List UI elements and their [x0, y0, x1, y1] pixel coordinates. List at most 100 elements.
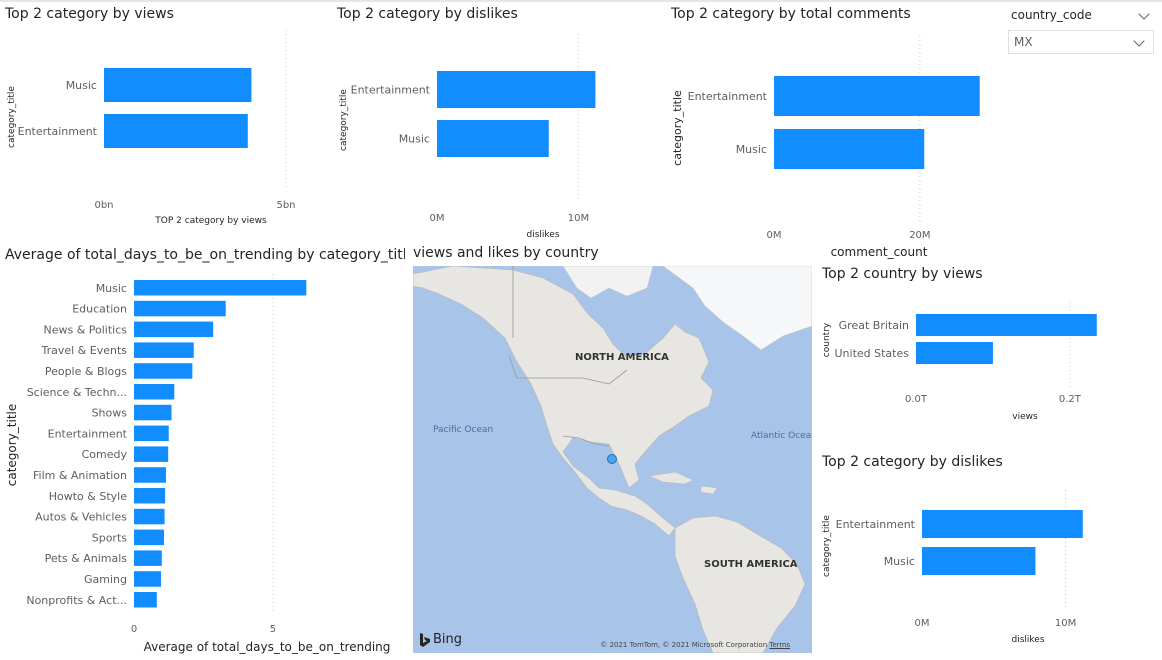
label-atlantic-ocean: Atlantic Ocean [751, 431, 812, 441]
x-axis-title: dislikes [526, 230, 559, 240]
chart-svg-views: Top 2 category by views Music Entertainmen… [4, 6, 296, 226]
category-label: Travel & Events [40, 344, 127, 357]
category-label: Music [96, 282, 127, 295]
bar-music[interactable] [437, 120, 549, 157]
map-copyright: © 2021 TomTom, © 2021 Microsoft Corporat… [600, 641, 790, 649]
tick-label: 0M [915, 618, 930, 629]
chart-title: Top 2 category by total comments [670, 6, 911, 22]
category-label: Entertainment [836, 518, 916, 531]
category-label: Gaming [84, 573, 127, 586]
south-america-land [674, 515, 806, 653]
bar-science-techn[interactable] [134, 384, 175, 400]
tick-label: 0 [131, 624, 137, 635]
slicer-dropdown[interactable]: MX [1008, 30, 1154, 54]
y-axis-title: category_title [671, 90, 684, 166]
category-label: Music [736, 143, 767, 156]
map-visual[interactable]: NORTH AMERICA SOUTH AMERICA Pacific Ocea… [413, 266, 812, 653]
category-label: People & Blogs [45, 365, 127, 378]
label-pacific-ocean: Pacific Ocean [433, 425, 493, 435]
tick-label: 0.2T [1059, 394, 1082, 405]
chart-top2-category-dislikes-2[interactable]: Top 2 category by dislikes Entertainment M… [818, 450, 1162, 650]
chart-average-trending-days[interactable]: Average of total_days_to_be_on_trending … [0, 240, 415, 656]
category-label: Entertainment [688, 90, 768, 103]
slicer-selected-value: MX [1014, 35, 1033, 49]
tick-label: 0M [767, 230, 782, 241]
chart-svg-comments: Top 2 category by total comments Entertai… [670, 6, 980, 259]
category-label: Nonprofits & Act... [26, 594, 127, 607]
x-axis-title: views [1012, 412, 1038, 422]
bar-united-states[interactable] [916, 342, 993, 364]
map-title: views and likes by country [413, 245, 599, 261]
x-axis-title: TOP 2 category by views [154, 216, 267, 226]
category-label: Entertainment [48, 427, 128, 440]
bar-great-britain[interactable] [916, 314, 1097, 336]
chart-svg-dislikes2: Top 2 category by dislikes Entertainment M… [821, 454, 1083, 645]
mexico-data-point[interactable] [607, 454, 617, 464]
category-label: Science & Techn... [27, 386, 127, 399]
bar-music[interactable] [774, 129, 925, 169]
bar-entertainment[interactable] [922, 510, 1083, 538]
slicer-collapse-chevron-icon[interactable] [1138, 8, 1150, 20]
category-label: Entertainment [18, 125, 98, 138]
y-axis-title: category_title [7, 86, 17, 148]
chart-title: Top 2 category by dislikes [336, 6, 518, 22]
bar-travel-events[interactable] [134, 342, 194, 358]
category-label: Education [72, 303, 127, 316]
y-axis-title: category_title [339, 89, 349, 151]
canada-border [508, 355, 628, 385]
tick-label: 5bn [276, 200, 295, 211]
category-label: United States [835, 347, 910, 360]
bar-autos-vehicles[interactable] [134, 508, 165, 525]
caribbean-islands [648, 471, 718, 495]
chevron-down-icon[interactable] [1133, 35, 1145, 47]
bar-music[interactable] [922, 547, 1036, 575]
tick-label: 0M [430, 213, 445, 224]
bar-entertainment[interactable] [774, 76, 980, 116]
chart-svg-trending: Average of total_days_to_be_on_trending … [5, 247, 415, 654]
category-label: Sports [92, 531, 128, 544]
bar-music[interactable] [104, 68, 252, 102]
terms-link[interactable]: Terms [769, 641, 790, 649]
category-label: Entertainment [351, 84, 431, 97]
category-label: Comedy [82, 448, 128, 461]
chart-svg-dislikes: Top 2 category by dislikes Entertainment M… [336, 6, 596, 240]
arctic-islands [562, 266, 654, 299]
tick-label: 10M [568, 213, 589, 224]
bar-gaming[interactable] [134, 571, 161, 587]
bar-entertainment[interactable] [437, 71, 596, 108]
bar-people-blogs[interactable] [134, 363, 193, 379]
map-canvas[interactable]: NORTH AMERICA SOUTH AMERICA Pacific Ocea… [413, 266, 812, 653]
chart-top2-category-views[interactable]: Top 2 category by views Music Entertainmen… [0, 0, 310, 235]
category-label: Film & Animation [33, 469, 127, 482]
chart-title: Top 2 category by dislikes [821, 454, 1003, 470]
bar-news-politics[interactable] [134, 321, 214, 338]
tick-label: 0bn [94, 200, 113, 211]
category-label: Shows [92, 407, 128, 420]
bar-comedy[interactable] [134, 446, 169, 462]
y-axis-title: category_title [822, 515, 832, 577]
bar-nonprofits-act[interactable] [134, 592, 157, 608]
bar-education[interactable] [134, 300, 226, 317]
top-divider [0, 0, 1162, 2]
tick-label: 10M [1055, 618, 1076, 629]
chart-top2-category-comments[interactable]: Top 2 category by total comments Entertai… [667, 0, 987, 265]
y-axis-title: category_title [5, 404, 19, 487]
bar-sports[interactable] [134, 529, 165, 546]
chart-top2-country-views[interactable]: Top 2 country by views Great Britain Unite… [818, 262, 1162, 432]
category-label: Howto & Style [49, 490, 127, 503]
bar-film-animation[interactable] [134, 467, 166, 483]
tick-label: 5 [270, 624, 276, 635]
category-label: Music [66, 79, 97, 92]
tick-label: 20M [909, 230, 930, 241]
chart-top2-category-dislikes[interactable]: Top 2 category by dislikes Entertainment M… [333, 0, 623, 240]
bar-pets-animals[interactable] [134, 550, 162, 566]
bar-music[interactable] [134, 280, 307, 296]
bar-entertainment[interactable] [134, 425, 169, 442]
x-axis-title: comment_count [831, 245, 928, 259]
bing-logo: Bing [419, 632, 462, 647]
y-axis-title: country [822, 322, 832, 357]
bar-entertainment[interactable] [104, 114, 248, 148]
bar-howto-style[interactable] [134, 488, 166, 504]
bar-shows[interactable] [134, 404, 172, 421]
tick-label: 0.0T [905, 394, 928, 405]
